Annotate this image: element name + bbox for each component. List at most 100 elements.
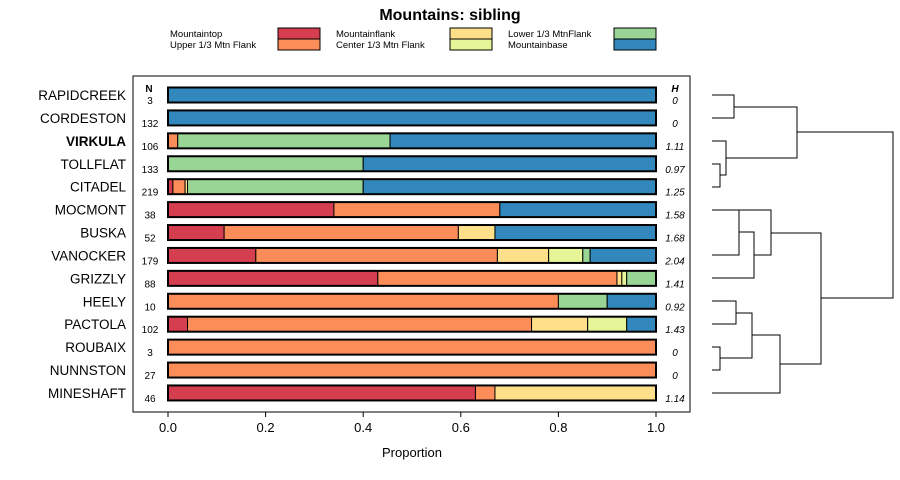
bar-segment-tollflat-lower-1-3-mtnflank bbox=[167, 155, 364, 172]
n-value-roubaix: 3 bbox=[147, 348, 153, 359]
dendrogram bbox=[712, 94, 894, 394]
bar-segment-rapidcreek-mountainbase bbox=[167, 87, 657, 103]
bar-segment-virkula-mountainbase bbox=[389, 132, 657, 149]
bar-segment-roubaix-upper-1-3-mtn-flank bbox=[167, 339, 657, 356]
bar-segment-mocmont-mountainbase bbox=[499, 201, 657, 218]
h-value-roubaix: 0 bbox=[672, 348, 678, 359]
bar-row-cordeston bbox=[167, 109, 657, 127]
bar-segment-pactola-mountaintop bbox=[167, 316, 189, 333]
legend-label-center-1-3-mtn-flank: Center 1/3 Mtn Flank bbox=[336, 40, 425, 51]
bar-row-vanocker bbox=[167, 246, 657, 264]
bar-segment-tollflat-mountainbase bbox=[362, 155, 657, 172]
bar-row-grizzly bbox=[167, 269, 657, 287]
bar-segment-pactola-center-1-3-mtn-flank bbox=[587, 316, 628, 333]
n-value-mocmont: 38 bbox=[144, 211, 156, 222]
y-labels-group: RAPIDCREEK CORDESTON VIRKULA TOLLFLAT CITADE… bbox=[38, 88, 126, 401]
x-tick-label: 1.0 bbox=[647, 420, 665, 435]
bar-row-mocmont bbox=[167, 201, 657, 219]
bar-outline-mineshaft bbox=[167, 384, 657, 402]
n-value-buska: 52 bbox=[144, 234, 156, 245]
bar-segment-heely-lower-1-3-mtnflank bbox=[557, 293, 608, 310]
y-label-heely: HEELY bbox=[83, 294, 126, 309]
n-values-group: 3 132 106 133 219 38 52 179 88 10 102 3 27 46 bbox=[142, 96, 159, 405]
bar-segment-vanocker-lower-1-3-mtnflank bbox=[582, 247, 591, 264]
y-label-rapidcreek: RAPIDCREEK bbox=[38, 88, 126, 103]
y-label-grizzly: GRIZZLY bbox=[70, 271, 126, 286]
n-value-rapidcreek: 3 bbox=[147, 96, 153, 107]
y-label-citadel: CITADEL bbox=[70, 180, 127, 195]
bar-outline-mocmont bbox=[167, 201, 657, 219]
bar-segment-grizzly-mountainflank bbox=[616, 270, 623, 287]
legend-label-mountainflank: Mountainflank bbox=[336, 29, 395, 40]
plot-frame bbox=[132, 75, 691, 413]
bar-outline-roubaix bbox=[167, 338, 657, 356]
n-value-virkula: 106 bbox=[142, 142, 159, 153]
x-axis: 0.0 0.2 0.4 0.6 0.8 1.0 bbox=[159, 412, 665, 435]
bar-outline-vanocker bbox=[167, 246, 657, 264]
bar-row-heely bbox=[167, 292, 657, 310]
legend-label-lower-1-3-mtnflank: Lower 1/3 MtnFlank bbox=[508, 29, 592, 40]
h-value-citadel: 1.25 bbox=[665, 188, 685, 199]
bar-segment-cordeston-mountainbase bbox=[167, 109, 657, 126]
dendrogram-branch bbox=[771, 232, 822, 365]
h-value-heely: 0.92 bbox=[665, 302, 685, 313]
bar-segment-heely-upper-1-3-mtn-flank bbox=[167, 293, 559, 310]
h-value-pactola: 1.43 bbox=[665, 325, 685, 336]
bar-segment-grizzly-upper-1-3-mtn-flank bbox=[377, 270, 618, 287]
h-value-mocmont: 1.58 bbox=[665, 211, 685, 222]
bar-row-nunnston bbox=[167, 361, 657, 379]
x-tick-label: 0.6 bbox=[452, 420, 470, 435]
bar-row-rapidcreek bbox=[167, 86, 657, 104]
bar-segment-vanocker-upper-1-3-mtn-flank bbox=[255, 247, 498, 264]
bar-outline-rapidcreek bbox=[167, 86, 657, 104]
legend-swatch-center-1-3-mtn-flank bbox=[449, 38, 493, 51]
bar-segment-vanocker-mountainbase bbox=[589, 247, 657, 264]
y-label-mineshaft: MINESHAFT bbox=[48, 386, 126, 401]
n-value-mineshaft: 46 bbox=[144, 394, 156, 405]
n-value-nunnston: 27 bbox=[144, 371, 156, 382]
y-label-vanocker: VANOCKER bbox=[51, 248, 126, 263]
bar-row-roubaix bbox=[167, 338, 657, 356]
y-label-mocmont: MOCMONT bbox=[55, 203, 126, 218]
h-values-group: 0 0 1.11 0.97 1.25 1.58 1.68 2.04 1.41 0.92 1.43 0 0… bbox=[664, 96, 685, 405]
bar-outline-cordeston bbox=[167, 109, 657, 127]
y-label-virkula: VIRKULA bbox=[66, 134, 126, 149]
dendrogram-branch bbox=[712, 300, 737, 325]
n-value-citadel: 219 bbox=[142, 188, 159, 199]
n-value-vanocker: 179 bbox=[142, 256, 159, 267]
bar-segment-grizzly-lower-1-3-mtnflank bbox=[626, 270, 657, 287]
bar-segment-vanocker-center-1-3-mtn-flank bbox=[548, 247, 584, 264]
bar-segment-pactola-upper-1-3-mtn-flank bbox=[187, 316, 533, 333]
y-label-pactola: PACTOLA bbox=[64, 317, 126, 332]
bar-segment-mineshaft-upper-1-3-mtn-flank bbox=[474, 384, 496, 401]
bar-row-pactola bbox=[167, 315, 657, 333]
bar-segment-vanocker-mountainflank bbox=[496, 247, 550, 264]
n-value-cordeston: 132 bbox=[142, 119, 159, 130]
bar-outline-citadel bbox=[167, 178, 657, 196]
bar-row-citadel bbox=[167, 178, 657, 196]
n-column-header: N bbox=[145, 84, 152, 95]
dendrogram-branch bbox=[726, 106, 798, 159]
bar-row-mineshaft bbox=[167, 384, 657, 402]
legend-swatch-upper-1-3-mtn-flank bbox=[277, 38, 321, 51]
bar-segment-citadel-upper-1-3-mtn-flank bbox=[172, 178, 186, 195]
bar-segment-buska-mountainflank bbox=[457, 224, 496, 241]
bar-segment-heely-mountainbase bbox=[606, 293, 657, 310]
y-label-cordeston: CORDESTON bbox=[40, 111, 126, 126]
legend-label-upper-1-3-mtn-flank: Upper 1/3 Mtn Flank bbox=[170, 40, 256, 51]
bar-outline-tollflat bbox=[167, 155, 657, 173]
bar-outline-pactola bbox=[167, 315, 657, 333]
dendrogram-branch bbox=[712, 163, 721, 188]
bar-outline-grizzly bbox=[167, 269, 657, 287]
bar-segment-buska-upper-1-3-mtn-flank bbox=[223, 224, 459, 241]
y-label-roubaix: ROUBAIX bbox=[65, 340, 126, 355]
h-value-cordeston: 0 bbox=[672, 119, 678, 130]
n-value-pactola: 102 bbox=[142, 325, 159, 336]
bar-segment-mineshaft-mountaintop bbox=[167, 384, 476, 401]
bar-segment-grizzly-center-1-3-mtn-flank bbox=[621, 270, 628, 287]
h-value-mineshaft: 1.14 bbox=[665, 394, 685, 405]
bar-row-buska bbox=[167, 224, 657, 242]
h-value-virkula: 1.11 bbox=[666, 142, 685, 153]
